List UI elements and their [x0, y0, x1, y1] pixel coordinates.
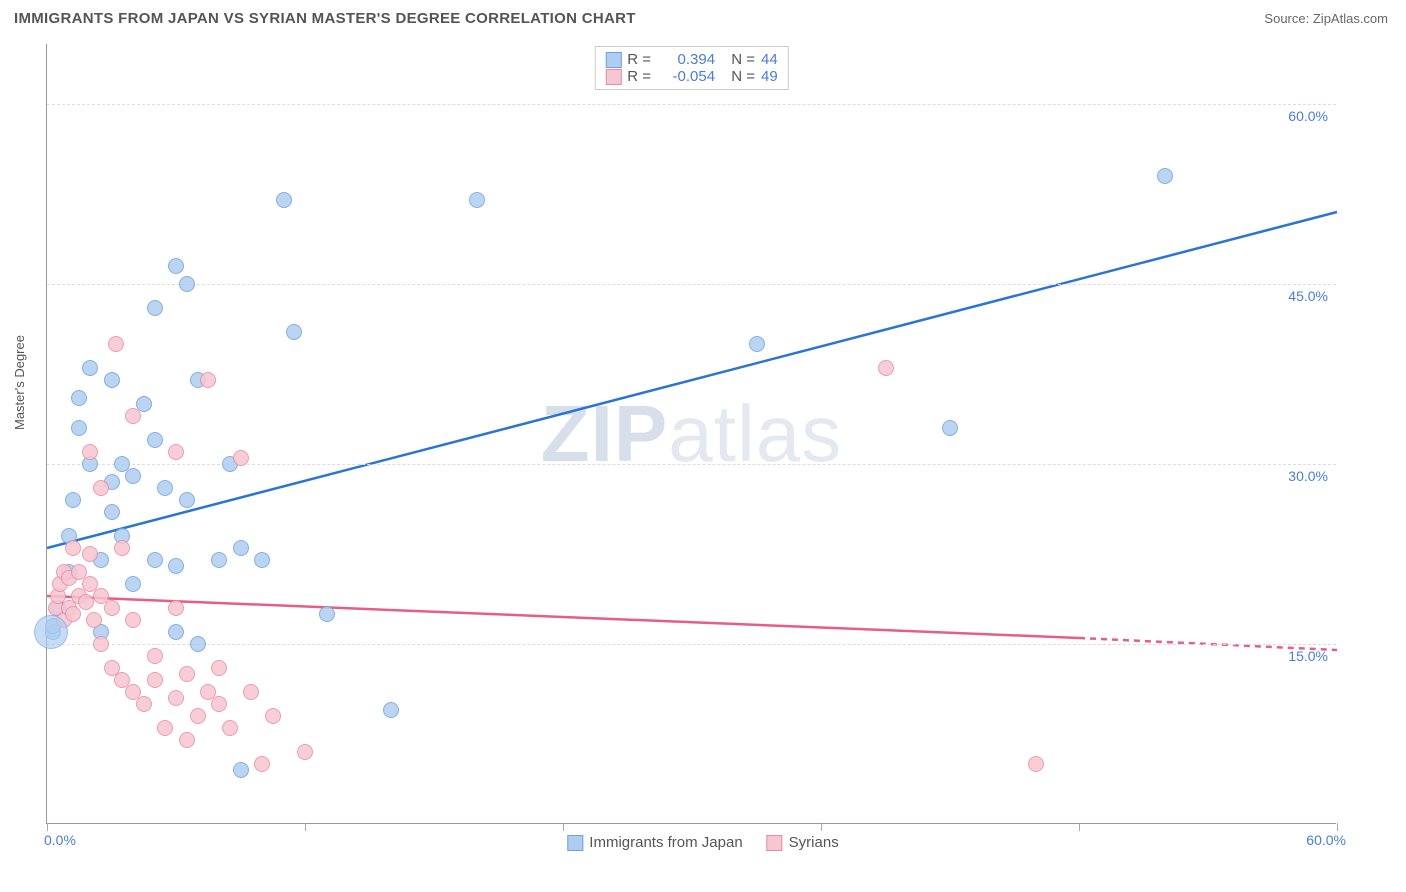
point-japan	[168, 624, 184, 640]
point-japan	[147, 432, 163, 448]
x-tick	[1079, 823, 1080, 831]
point-syrians	[108, 336, 124, 352]
point-japan	[383, 702, 399, 718]
point-japan	[319, 606, 335, 622]
source-attribution: Source: ZipAtlas.com	[1264, 11, 1388, 26]
point-japan	[749, 336, 765, 352]
point-syrians	[168, 444, 184, 460]
point-syrians	[233, 450, 249, 466]
point-japan	[211, 552, 227, 568]
point-japan	[254, 552, 270, 568]
swatch-syrians-icon	[767, 835, 783, 851]
point-syrians	[190, 708, 206, 724]
source-name: ZipAtlas.com	[1313, 11, 1388, 26]
y-tick-label: 15.0%	[1288, 648, 1328, 664]
trend-line	[47, 596, 1079, 638]
point-japan	[104, 372, 120, 388]
point-japan	[168, 258, 184, 274]
point-syrians	[297, 744, 313, 760]
legend-item-japan: Immigrants from Japan	[567, 834, 742, 851]
point-syrians	[147, 672, 163, 688]
point-japan	[104, 504, 120, 520]
gridline	[47, 284, 1336, 285]
trend-line	[47, 212, 1337, 548]
y-tick-label: 45.0%	[1288, 288, 1328, 304]
swatch-japan-icon	[567, 835, 583, 851]
point-japan	[82, 360, 98, 376]
y-tick-label: 60.0%	[1288, 108, 1328, 124]
point-syrians	[104, 600, 120, 616]
trend-lines	[47, 44, 1337, 824]
point-japan	[179, 492, 195, 508]
point-syrians	[93, 636, 109, 652]
point-syrians	[65, 606, 81, 622]
point-syrians	[125, 612, 141, 628]
point-syrians	[82, 546, 98, 562]
y-axis-label: Master's Degree	[12, 335, 27, 430]
point-syrians	[179, 732, 195, 748]
point-japan	[65, 492, 81, 508]
point-syrians	[254, 756, 270, 772]
point-japan	[276, 192, 292, 208]
x-tick	[1337, 823, 1338, 831]
point-japan	[1157, 168, 1173, 184]
point-syrians	[78, 594, 94, 610]
point-syrians	[168, 690, 184, 706]
point-syrians	[65, 540, 81, 556]
point-syrians	[1028, 756, 1044, 772]
point-japan	[147, 300, 163, 316]
point-syrians	[93, 480, 109, 496]
point-syrians	[878, 360, 894, 376]
x-tick	[47, 823, 48, 831]
y-tick-label: 30.0%	[1288, 468, 1328, 484]
point-syrians	[125, 408, 141, 424]
point-japan	[168, 558, 184, 574]
x-tick	[305, 823, 306, 831]
point-syrians	[147, 648, 163, 664]
point-syrians	[179, 666, 195, 682]
point-syrians	[136, 696, 152, 712]
point-japan	[147, 552, 163, 568]
point-japan	[942, 420, 958, 436]
legend-label-japan: Immigrants from Japan	[589, 834, 742, 851]
series-legend: Immigrants from Japan Syrians	[567, 834, 838, 851]
point-syrians	[211, 660, 227, 676]
point-japan	[179, 276, 195, 292]
source-label: Source:	[1264, 11, 1309, 26]
gridline	[47, 104, 1336, 105]
point-japan	[469, 192, 485, 208]
point-syrians	[211, 696, 227, 712]
point-syrians	[82, 444, 98, 460]
point-japan	[125, 468, 141, 484]
point-japan	[190, 636, 206, 652]
gridline	[47, 644, 1336, 645]
chart-plot-area: ZIPatlas R = 0.394 N = 44 R = -0.054 N =…	[46, 44, 1336, 824]
x-axis-min-label: 0.0%	[44, 832, 76, 848]
chart-title: IMMIGRANTS FROM JAPAN VS SYRIAN MASTER'S…	[14, 10, 636, 27]
point-syrians	[222, 720, 238, 736]
x-axis-max-label: 60.0%	[1306, 832, 1346, 848]
x-tick	[821, 823, 822, 831]
point-syrians	[168, 600, 184, 616]
point-japan	[233, 540, 249, 556]
point-japan	[233, 762, 249, 778]
point-japan	[125, 576, 141, 592]
legend-item-syrians: Syrians	[767, 834, 839, 851]
point-syrians	[265, 708, 281, 724]
legend-label-syrians: Syrians	[789, 834, 839, 851]
x-tick	[563, 823, 564, 831]
